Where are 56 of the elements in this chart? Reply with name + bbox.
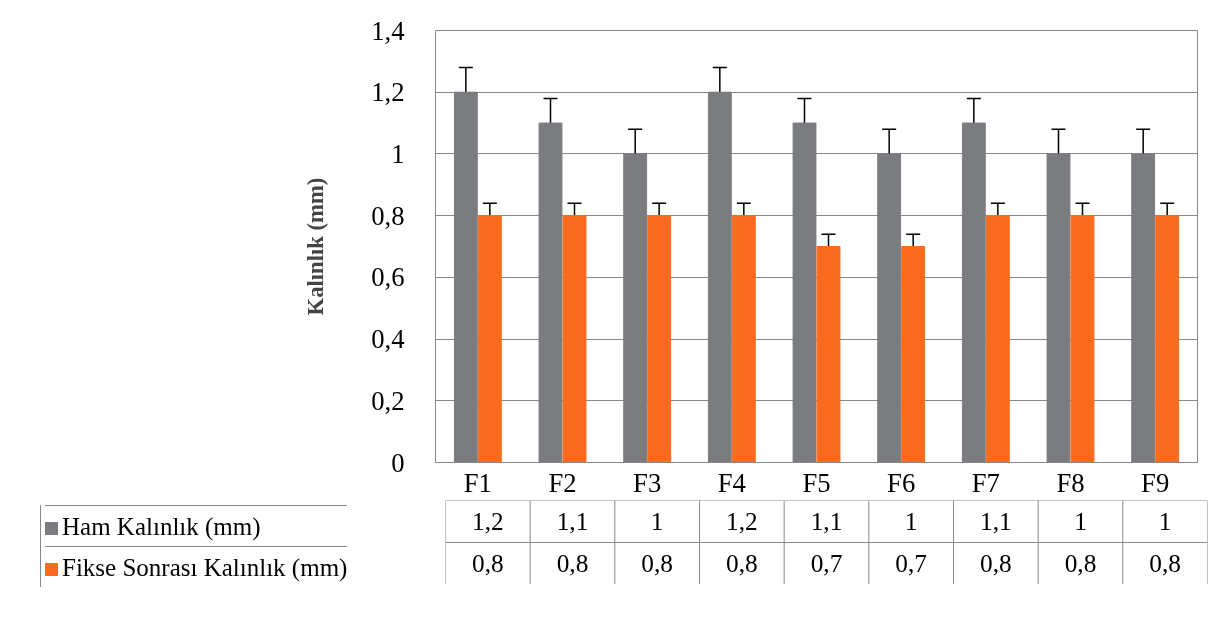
bar [1131, 153, 1156, 463]
x-tick-label: F4 [717, 467, 746, 498]
legend-label: Ham Kalınlık (mm) [45, 505, 348, 546]
bar [985, 215, 1010, 463]
y-tick-label: 0,6 [371, 262, 405, 293]
bar [731, 215, 756, 463]
data-label: 1,1 [810, 507, 843, 535]
data-label: 1,2 [472, 507, 504, 535]
x-tick-label: F9 [1141, 467, 1170, 498]
bar [707, 91, 732, 463]
data-label: 1 [904, 507, 918, 535]
bar [961, 122, 986, 463]
x-tick-label: F7 [971, 467, 1000, 498]
x-tick-label: F2 [548, 467, 577, 498]
data-label: 0,7 [895, 549, 928, 577]
data-label: 1 [1158, 507, 1172, 535]
x-tick-label: F1 [463, 467, 492, 498]
x-tick-label: F6 [887, 467, 916, 498]
y-tick-label: 0,4 [371, 324, 405, 355]
bar [477, 215, 502, 463]
y-axis-title: Kalınlık (mm) [303, 177, 329, 316]
y-tick-label: 1,2 [371, 77, 405, 108]
bar [562, 215, 587, 463]
x-tick-label: F8 [1056, 467, 1085, 498]
bar [538, 122, 563, 463]
bar [816, 246, 841, 463]
data-label: 0,8 [472, 549, 504, 577]
legend-label: Fikse Sonrası Kalınlık (mm) [45, 546, 348, 587]
bar [1070, 215, 1095, 463]
data-label: 1,1 [980, 507, 1012, 535]
data-label: 1 [1074, 507, 1087, 535]
data-label: 0,8 [556, 549, 589, 577]
data-label: 0,8 [641, 549, 674, 577]
y-tick-label: 1 [391, 138, 405, 169]
bar [901, 246, 926, 463]
y-tick-label: 0,2 [371, 385, 405, 416]
bar [647, 215, 672, 463]
data-label: 1,1 [556, 507, 589, 535]
bar [623, 153, 648, 463]
y-tick-label: 0 [391, 447, 405, 478]
bar [1155, 215, 1180, 463]
data-label: 0,8 [1149, 549, 1182, 577]
data-label: 1 [650, 507, 664, 535]
bar [877, 153, 902, 463]
data-label: 0,8 [726, 549, 758, 577]
bar [792, 122, 817, 463]
bar [453, 91, 478, 463]
y-tick-label: 1,4 [371, 15, 405, 46]
data-label: 0,8 [980, 549, 1012, 577]
y-tick-label: 0,8 [371, 200, 405, 231]
bar [1046, 153, 1071, 463]
data-label: 0,8 [1064, 549, 1097, 577]
data-label: 1,2 [726, 507, 758, 535]
data-label: 0,7 [810, 549, 843, 577]
x-tick-label: F3 [633, 467, 662, 498]
x-tick-label: F5 [802, 467, 831, 498]
